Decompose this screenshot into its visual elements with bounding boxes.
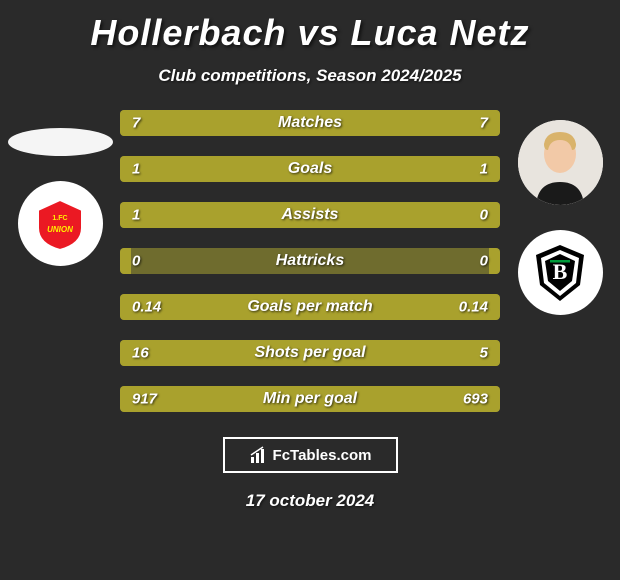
stat-label: Matches bbox=[120, 114, 500, 132]
date-text: 17 october 2024 bbox=[0, 491, 620, 511]
club-right-badge: B bbox=[518, 230, 603, 315]
stat-row: 1Goals1 bbox=[120, 156, 500, 182]
stat-label: Assists bbox=[120, 206, 500, 224]
stat-label: Shots per goal bbox=[120, 344, 500, 362]
stat-right-value: 0 bbox=[480, 253, 488, 270]
gladbach-icon: B bbox=[528, 241, 592, 305]
stat-right-value: 5 bbox=[480, 345, 488, 362]
player-right-avatar bbox=[518, 120, 603, 205]
right-side-column: B bbox=[510, 110, 610, 315]
stat-right-value: 0.14 bbox=[459, 299, 488, 316]
page-title: Hollerbach vs Luca Netz bbox=[0, 0, 620, 54]
brand-box: FcTables.com bbox=[223, 437, 398, 473]
svg-text:UNION: UNION bbox=[47, 225, 73, 234]
chart-icon bbox=[249, 445, 269, 465]
stat-row: 917Min per goal693 bbox=[120, 386, 500, 412]
stat-right-value: 7 bbox=[480, 115, 488, 132]
left-side-column: 1.FC UNION bbox=[10, 110, 110, 266]
stat-row: 7Matches7 bbox=[120, 110, 500, 136]
stat-row: 0.14Goals per match0.14 bbox=[120, 294, 500, 320]
comparison-container: 1.FC UNION 7Matches71Goals11Assists00Hat… bbox=[0, 110, 620, 412]
player-left-avatar bbox=[8, 128, 113, 156]
svg-text:B: B bbox=[553, 259, 568, 284]
stat-label: Goals bbox=[120, 160, 500, 178]
union-berlin-icon: 1.FC UNION bbox=[32, 196, 88, 252]
person-icon bbox=[518, 120, 603, 205]
brand-text: FcTables.com bbox=[273, 447, 372, 464]
stat-row: 0Hattricks0 bbox=[120, 248, 500, 274]
svg-text:1.FC: 1.FC bbox=[52, 215, 67, 222]
stat-right-value: 1 bbox=[480, 161, 488, 178]
stat-label: Goals per match bbox=[120, 298, 500, 316]
club-left-badge: 1.FC UNION bbox=[18, 181, 103, 266]
stat-label: Hattricks bbox=[120, 252, 500, 270]
stat-row: 16Shots per goal5 bbox=[120, 340, 500, 366]
subtitle: Club competitions, Season 2024/2025 bbox=[0, 66, 620, 86]
stat-row: 1Assists0 bbox=[120, 202, 500, 228]
stats-bars: 7Matches71Goals11Assists00Hattricks00.14… bbox=[110, 110, 510, 412]
stat-label: Min per goal bbox=[120, 390, 500, 408]
stat-right-value: 0 bbox=[480, 207, 488, 224]
stat-right-value: 693 bbox=[463, 391, 488, 408]
